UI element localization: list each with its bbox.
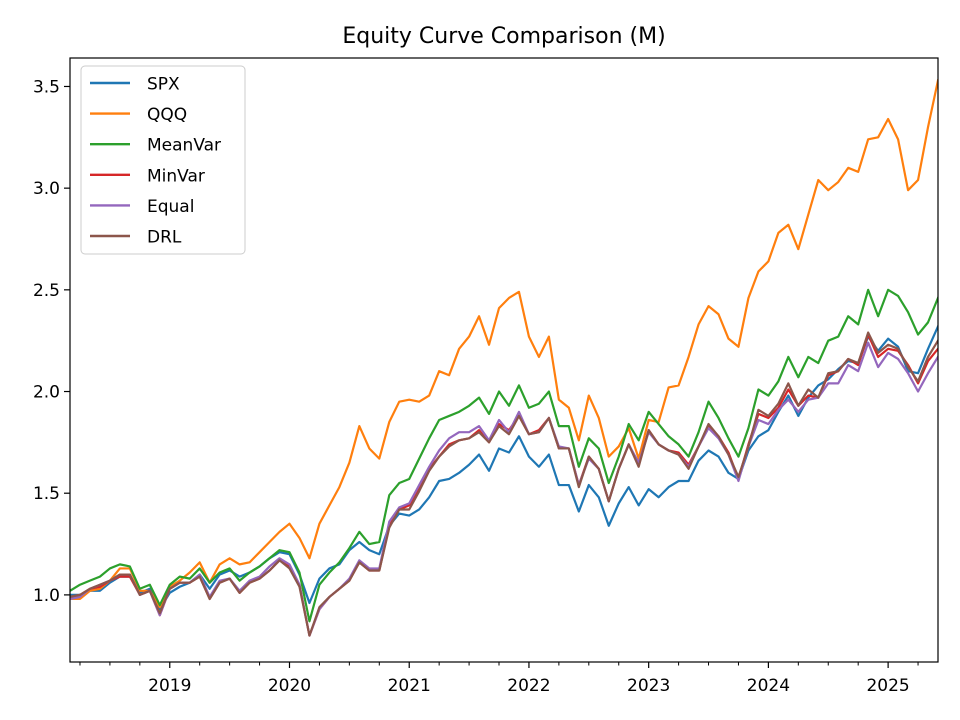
series-layer [70,79,938,637]
y-tick-label: 1.5 [33,484,60,504]
legend-label: Equal [147,197,194,217]
legend-label: MinVar [147,166,205,186]
chart-title: Equity Curve Comparison (M) [342,24,665,49]
series-line-meanvar [70,288,938,623]
axes-layer: 1.0 1.5 2.0 2.5 3.0 3.5 2019 2020 2021 2022 2023 20… [33,77,919,696]
x-tick-label: 2025 [866,676,909,696]
legend: SPX QQQ MeanVar MinVar Equal DRL [80,65,246,255]
x-tick-label: 2021 [388,676,431,696]
x-tick-label: 2020 [268,676,311,696]
series-line-qqq [70,79,938,609]
x-tick-label: 2019 [148,676,191,696]
x-tick-label: 2022 [507,676,550,696]
legend-label: MeanVar [147,136,221,156]
plot-frame [69,57,939,663]
y-tick-label: 1.0 [33,586,60,606]
legend-label: QQQ [147,105,187,125]
x-tick-label: 2023 [627,676,670,696]
legend-label: SPX [147,75,180,95]
y-tick-label: 2.5 [33,281,60,301]
legend-label: DRL [147,228,182,248]
y-tick-label: 3.5 [33,77,60,97]
y-tick-label: 3.0 [33,179,60,199]
series-line-drl [70,331,938,637]
x-tick-label: 2024 [747,676,790,696]
y-tick-label: 2.0 [33,383,60,403]
